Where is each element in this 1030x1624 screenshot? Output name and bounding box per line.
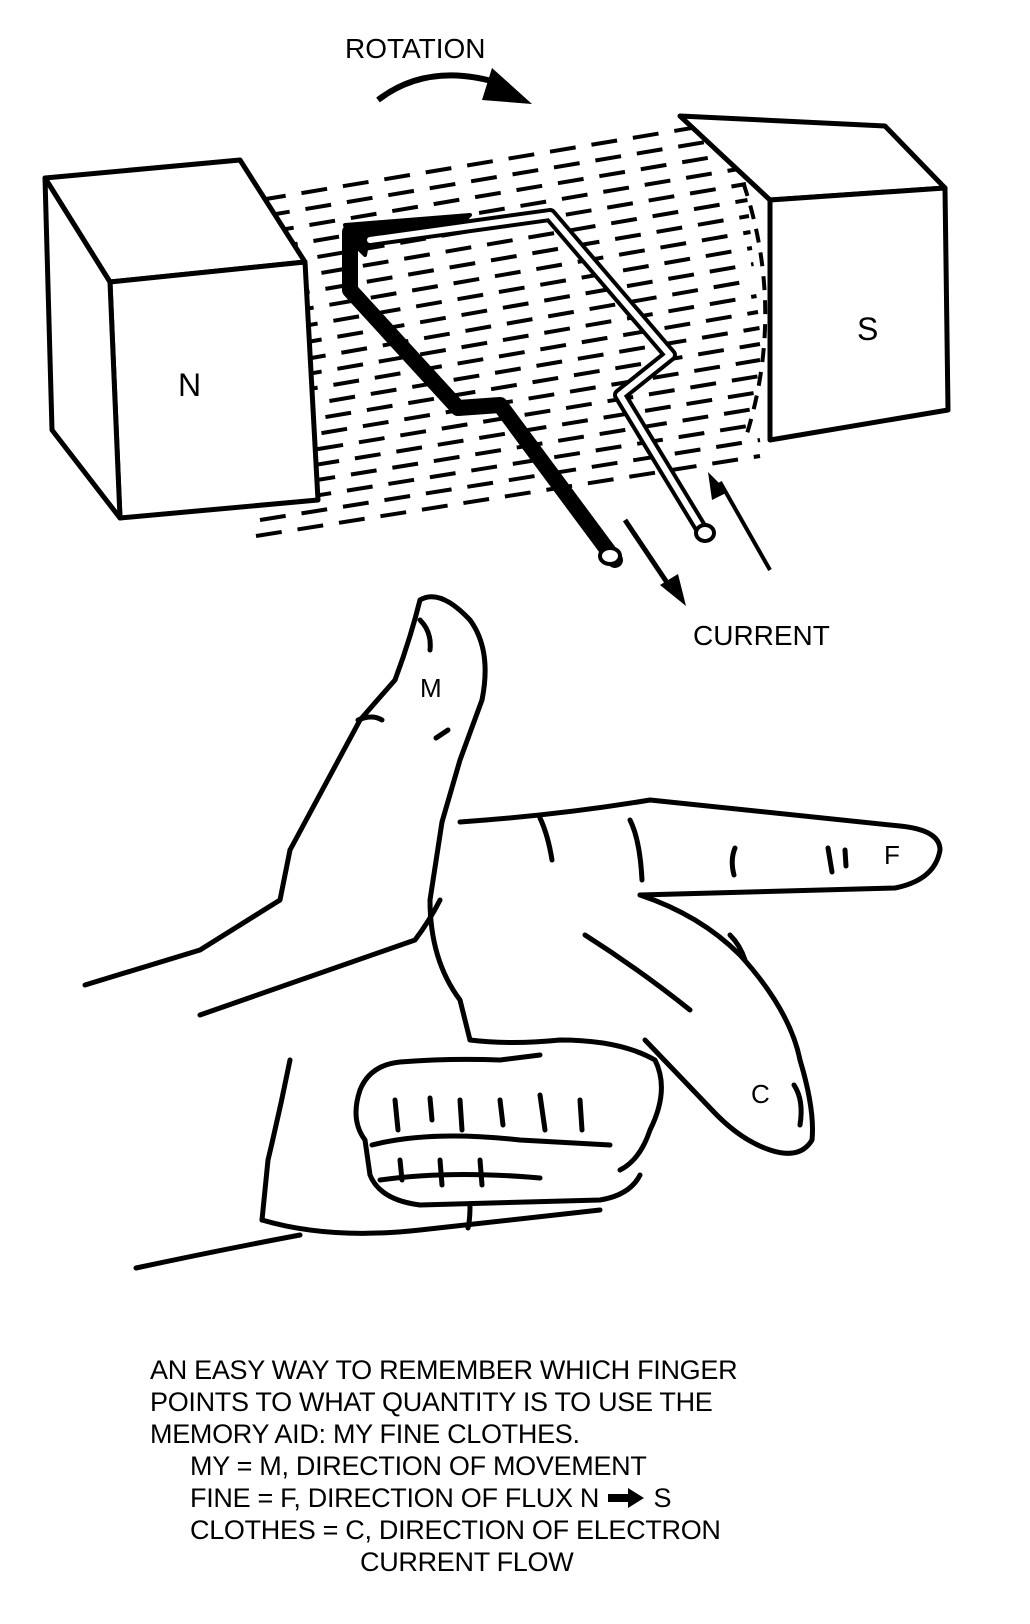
current-label: CURRENT	[693, 620, 830, 651]
caption-line-1: AN EASY WAY TO REMEMBER WHICH FINGER	[150, 1355, 738, 1385]
rotation-label: ROTATION	[345, 33, 486, 64]
flux-line	[263, 134, 742, 218]
memory-aid-caption: AN EASY WAY TO REMEMBER WHICH FINGER POI…	[150, 1354, 970, 1578]
flux-line	[275, 182, 747, 266]
caption-line-4: MY = M, DIRECTION OF MOVEMENT	[190, 1451, 647, 1481]
flux-line	[291, 246, 753, 330]
north-magnet	[42, 157, 321, 521]
rotation-arrowhead	[482, 68, 532, 104]
flux-line	[299, 278, 756, 362]
conductor-loop	[342, 208, 716, 568]
south-magnet	[677, 113, 951, 443]
caption-line-3: MEMORY AID: MY FINE CLOTHES.	[150, 1419, 580, 1449]
flux-boundary-right	[733, 159, 768, 441]
movement-finger-label: M	[420, 673, 442, 703]
flux-line	[271, 166, 745, 250]
flux-line	[295, 262, 754, 346]
current-arrow-in-head	[708, 472, 728, 500]
flux-line	[291, 310, 759, 394]
current-finger-label: C	[751, 1079, 770, 1109]
flux-line	[259, 118, 741, 202]
caption-line-2: POINTS TO WHAT QUANTITY IS TO USE THE	[150, 1387, 713, 1417]
magnetic-flux-lines	[255, 118, 761, 538]
caption-line-7: CURRENT FLOW	[360, 1547, 574, 1577]
south-label: S	[857, 311, 878, 347]
current-arrow-out-head	[660, 574, 686, 606]
flux-line	[295, 294, 757, 378]
right-arrow-icon	[608, 1488, 645, 1508]
flux-finger-label: F	[884, 840, 900, 870]
caption-line-5: FINE = F, DIRECTION OF FLUX N S	[150, 1482, 970, 1514]
flux-line	[287, 230, 751, 314]
caption-line-6: CLOTHES = C, DIRECTION OF ELECTRON	[190, 1515, 721, 1545]
flux-line	[287, 326, 760, 410]
north-label: N	[178, 367, 201, 403]
current-arrow-out	[622, 518, 675, 592]
flux-line	[255, 454, 761, 538]
flux-line	[259, 438, 761, 522]
flux-line	[283, 342, 761, 426]
current-arrow-in	[718, 481, 772, 571]
flux-line	[283, 214, 750, 298]
flux-line	[267, 150, 744, 234]
left-hand-illustration	[82, 594, 943, 1271]
flux-line	[279, 198, 748, 282]
caption-line-5-start: FINE = F, DIRECTION OF FLUX N	[190, 1483, 600, 1513]
caption-line-5-end: S	[653, 1483, 672, 1513]
